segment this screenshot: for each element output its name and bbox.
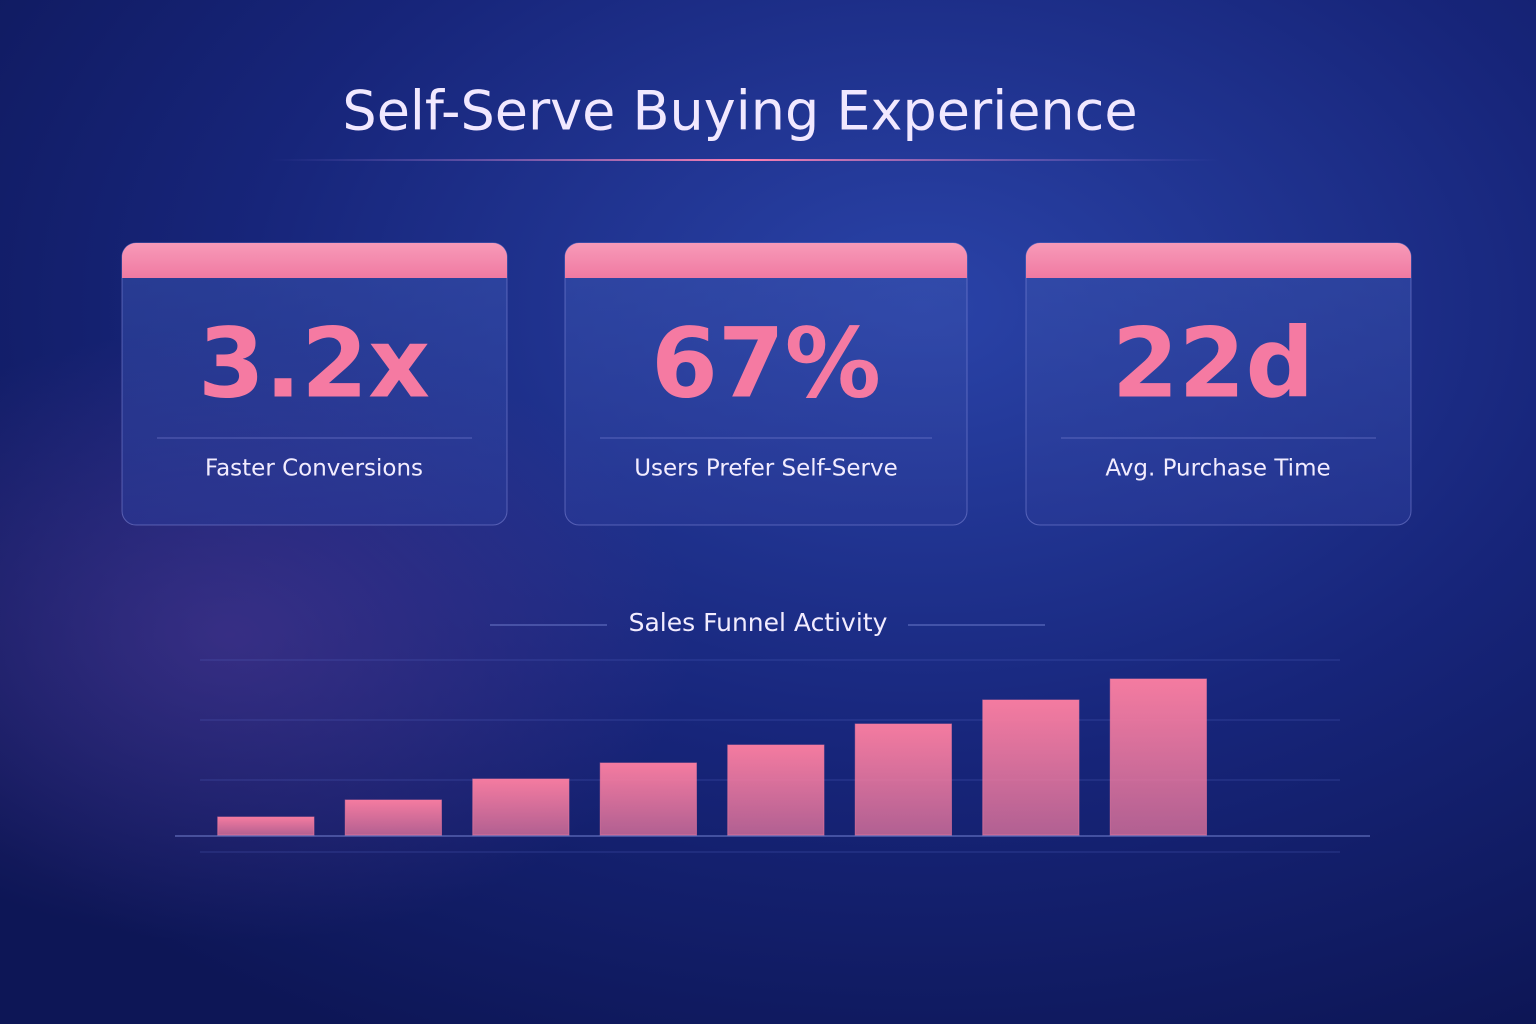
title-underline [270,159,1220,161]
kpi-value: 67% [651,307,881,419]
bar [1109,678,1207,836]
bar [344,799,442,836]
kpi-value: 3.2x [198,307,430,419]
bar-chart [217,678,1207,836]
kpi-label: Users Prefer Self-Serve [634,456,898,482]
kpi-card: 22d Avg. Purchase Time [1025,242,1412,526]
kpi-label: Avg. Purchase Time [1105,456,1330,482]
bar [217,816,315,836]
chart-title: Sales Funnel Activity [629,608,888,637]
kpi-card: 3.2x Faster Conversions [121,242,508,526]
bar [982,699,1080,836]
kpi-card: 67% Users Prefer Self-Serve [564,242,968,526]
page-title: Self-Serve Buying Experience [342,80,1137,143]
bar [472,778,570,836]
bar [854,723,952,836]
bar [727,744,825,836]
kpi-value: 22d [1112,307,1314,419]
bar [599,762,697,836]
kpi-label: Faster Conversions [205,456,423,482]
